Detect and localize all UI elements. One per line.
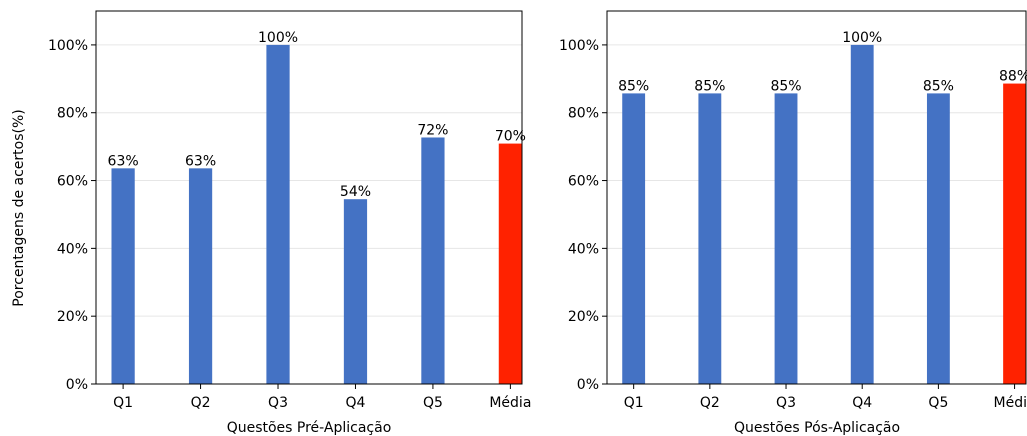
left-bar	[266, 44, 290, 385]
left-plot-content: 0% 20% 40% 60% 80% 100% 63% Q1 63% Q2 100% Q3 54% Q4 7…	[48, 30, 531, 411]
right-y-tick-label: 80%	[568, 106, 599, 122]
left-x-tick-label: Média	[489, 395, 531, 411]
right-chart: 0% 20% 40% 60% 80% 100% 85% Q1 85% Q2 85% Q3 100% Q4 8…	[559, 10, 1027, 436]
left-bar-value-label: 54%	[340, 184, 371, 200]
left-y-tick-label: 60%	[57, 174, 88, 190]
left-bar-value-label: 72%	[417, 122, 448, 138]
right-y-tick-label: 20%	[568, 309, 599, 325]
right-x-tick-label: Q5	[928, 395, 948, 411]
right-bar	[850, 44, 874, 385]
left-y-tick-label: 20%	[57, 309, 88, 325]
right-bar-value-label: 85%	[618, 78, 649, 94]
right-x-axis-label: Questões Pós-Aplicação	[734, 420, 900, 436]
left-plot-frame	[95, 10, 523, 385]
left-bar-value-label: 63%	[108, 153, 139, 169]
right-x-tick-label: Média	[994, 395, 1027, 411]
left-y-axis-label: Porcentagens de acertos(%)	[11, 109, 27, 307]
left-x-axis-label: Questões Pré-Aplicação	[227, 420, 392, 436]
right-bar-value-label: 88%	[999, 69, 1027, 85]
left-bar-value-label: 70%	[495, 129, 526, 145]
right-bar-value-label: 100%	[842, 30, 882, 46]
left-bar	[498, 143, 522, 384]
right-bar	[698, 93, 722, 384]
right-plot-content: 0% 20% 40% 60% 80% 100% 85% Q1 85% Q2 85% Q3 100% Q4 8…	[559, 30, 1027, 411]
right-bar	[774, 93, 798, 384]
left-y-tick-label: 100%	[48, 38, 88, 54]
right-y-tick-label: 40%	[568, 241, 599, 257]
left-x-tick-label: Q2	[191, 395, 211, 411]
left-x-tick-label: Q1	[113, 395, 133, 411]
right-y-tick-label: 60%	[568, 174, 599, 190]
left-bar	[421, 137, 445, 384]
right-plot-frame	[606, 10, 1027, 385]
right-bar	[622, 93, 646, 384]
right-x-tick-label: Q2	[700, 395, 720, 411]
left-bar	[188, 168, 213, 384]
left-bar	[343, 199, 368, 384]
left-chart: 0% 20% 40% 60% 80% 100% 63% Q1 63% Q2 100% Q3 54% Q4 7…	[11, 10, 531, 436]
right-bar-value-label: 85%	[923, 78, 954, 94]
right-y-tick-label: 0%	[577, 377, 599, 393]
left-y-tick-label: 80%	[57, 106, 88, 122]
right-bar	[926, 93, 950, 384]
left-bar-value-label: 63%	[185, 153, 216, 169]
left-y-tick-label: 0%	[66, 377, 88, 393]
right-x-tick-label: Q4	[852, 395, 872, 411]
left-x-tick-label: Q4	[346, 395, 366, 411]
right-bar	[1003, 83, 1026, 384]
left-bar	[111, 168, 135, 384]
left-x-tick-label: Q5	[423, 395, 443, 411]
right-y-tick-label: 100%	[559, 38, 599, 54]
right-bar-value-label: 85%	[770, 78, 801, 94]
right-x-tick-label: Q3	[776, 395, 796, 411]
right-x-tick-label: Q1	[624, 395, 644, 411]
left-x-tick-label: Q3	[268, 395, 288, 411]
left-y-tick-label: 40%	[57, 241, 88, 257]
right-bar-value-label: 85%	[694, 78, 725, 94]
left-bar-value-label: 100%	[258, 30, 298, 46]
